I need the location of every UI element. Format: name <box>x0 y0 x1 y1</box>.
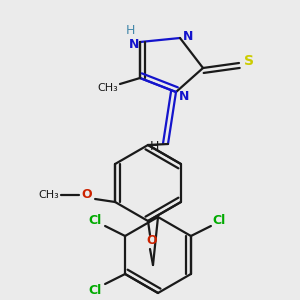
Text: H: H <box>149 140 159 152</box>
Text: N: N <box>179 89 189 103</box>
Text: Cl: Cl <box>212 214 226 226</box>
Text: O: O <box>82 188 92 202</box>
Text: CH₃: CH₃ <box>39 190 59 200</box>
Text: O: O <box>147 235 157 248</box>
Text: H: H <box>125 23 135 37</box>
Text: S: S <box>244 54 254 68</box>
Text: N: N <box>129 38 139 50</box>
Text: Cl: Cl <box>88 214 102 226</box>
Text: Cl: Cl <box>88 284 102 296</box>
Text: N: N <box>183 29 193 43</box>
Text: CH₃: CH₃ <box>98 83 118 93</box>
